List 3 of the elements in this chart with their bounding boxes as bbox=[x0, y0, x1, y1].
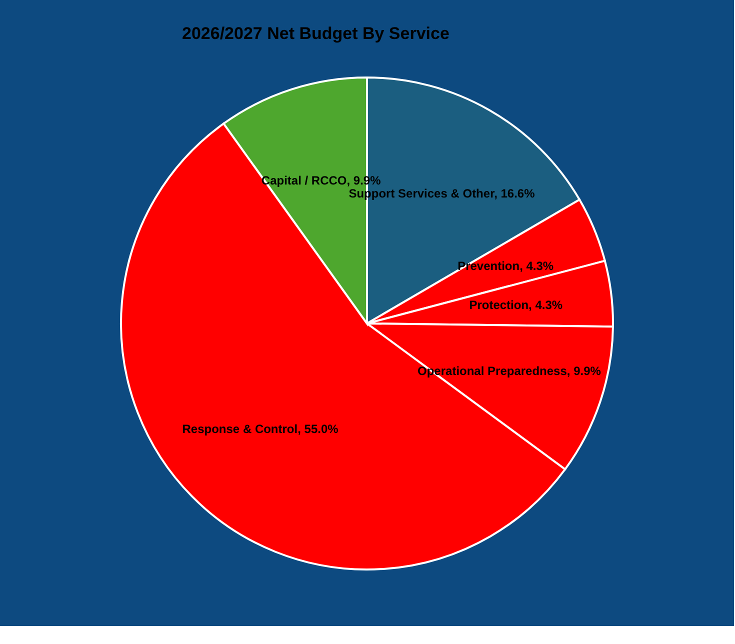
chart-title: 2026/2027 Net Budget By Service bbox=[182, 24, 450, 43]
slice-label: Response & Control, 55.0% bbox=[182, 422, 339, 436]
slice-label: Protection, 4.3% bbox=[469, 298, 563, 312]
